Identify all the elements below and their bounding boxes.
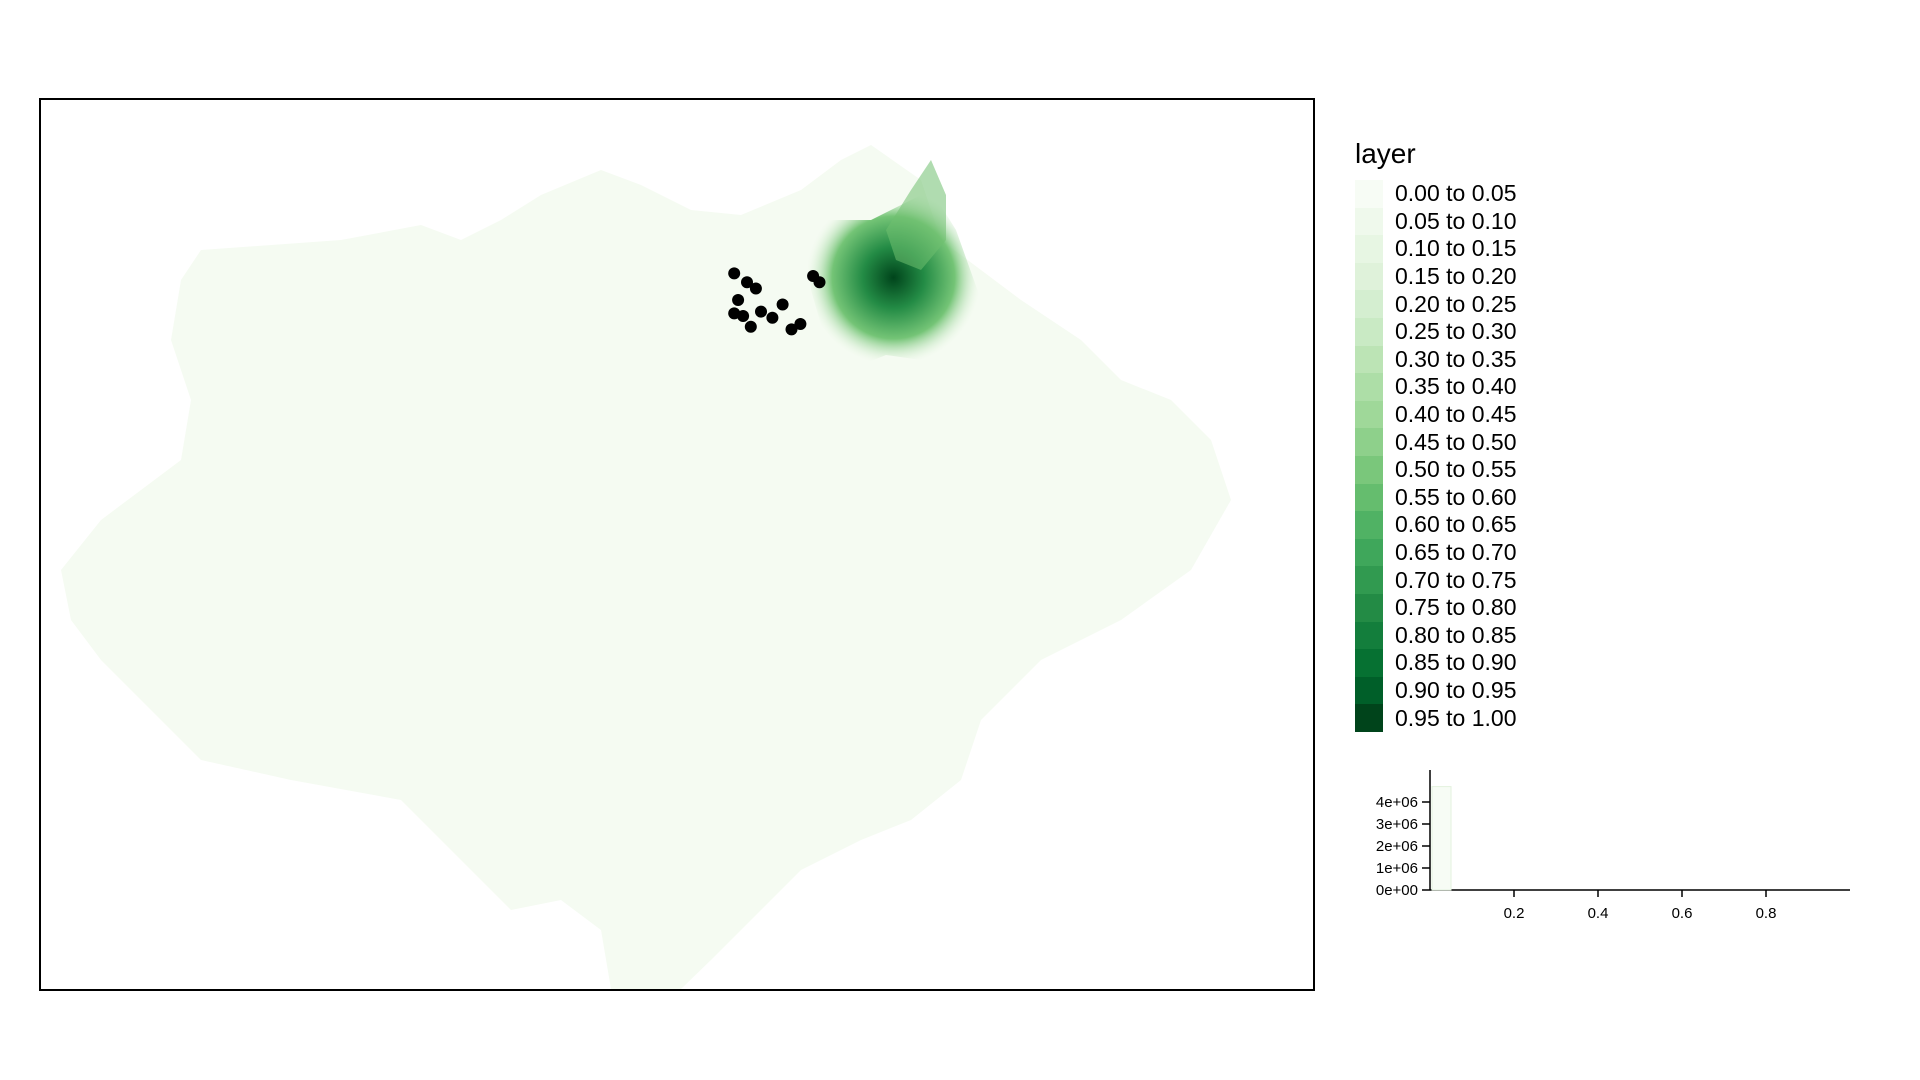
- legend-label: 0.00 to 0.05: [1395, 180, 1517, 207]
- legend-label: 0.50 to 0.55: [1395, 456, 1517, 483]
- hist-y-tick-label: 3e+06: [1376, 816, 1418, 833]
- legend: layer 0.00 to 0.05 0.05 to 0.10 0.10 to 0.…: [1355, 138, 1517, 732]
- legend-swatch: [1355, 483, 1383, 512]
- legend-swatch: [1355, 455, 1383, 484]
- hist-y-tick-label: 1e+06: [1376, 860, 1418, 877]
- legend-title: layer: [1355, 138, 1416, 169]
- legend-item: 0.15 to 0.20: [1355, 262, 1517, 291]
- legend-swatch: [1355, 511, 1383, 539]
- hist-y-tick-label: 2e+06: [1376, 838, 1418, 855]
- legend-item: 0.70 to 0.75: [1355, 566, 1517, 594]
- occurrence-point: [737, 310, 750, 322]
- legend-label: 0.65 to 0.70: [1395, 539, 1517, 566]
- legend-items: 0.00 to 0.05 0.05 to 0.10 0.10 to 0.15 0.15…: [1355, 180, 1517, 732]
- legend-item: 0.05 to 0.10: [1355, 207, 1517, 236]
- occurrence-point: [785, 323, 798, 336]
- legend-label: 0.30 to 0.35: [1395, 345, 1517, 372]
- hist-y-tick-label: 4e+06: [1376, 794, 1418, 811]
- occurrence-point: [749, 282, 762, 295]
- legend-label: 0.90 to 0.95: [1395, 676, 1517, 703]
- legend-swatch: [1355, 538, 1383, 567]
- legend-label: 0.05 to 0.10: [1395, 207, 1517, 234]
- legend-item: 0.35 to 0.40: [1355, 373, 1517, 401]
- legend-item: 0.25 to 0.30: [1355, 317, 1517, 346]
- legend-item: 0.55 to 0.60: [1355, 483, 1517, 512]
- legend-swatch: [1355, 262, 1383, 291]
- occurrence-point: [794, 318, 807, 330]
- legend-item: 0.90 to 0.95: [1355, 676, 1517, 705]
- hist-y-ticks: 4e+06 3e+06 2e+06 1e+06 0e+00: [1376, 794, 1430, 899]
- legend-swatch: [1355, 180, 1383, 208]
- legend-item: 0.75 to 0.80: [1355, 593, 1517, 622]
- legend-label: 0.45 to 0.50: [1395, 428, 1517, 455]
- legend-swatch: [1355, 235, 1383, 263]
- occurrence-point: [741, 276, 753, 289]
- legend-item: 0.50 to 0.55: [1355, 455, 1517, 484]
- hist-y-tick-label: 0e+00: [1376, 882, 1418, 899]
- legend-item: 0.85 to 0.90: [1355, 649, 1517, 677]
- legend-item: 0.95 to 1.00: [1355, 704, 1517, 732]
- hist-x-tick-label: 0.2: [1504, 905, 1525, 922]
- legend-swatch: [1355, 593, 1383, 622]
- legend-label: 0.35 to 0.40: [1395, 373, 1517, 400]
- legend-swatch: [1355, 566, 1383, 594]
- legend-item: 0.30 to 0.35: [1355, 345, 1517, 374]
- legend-label: 0.70 to 0.75: [1395, 566, 1517, 593]
- legend-label: 0.60 to 0.65: [1395, 511, 1517, 538]
- legend-swatch: [1355, 704, 1383, 732]
- legend-swatch: [1355, 207, 1383, 236]
- occurrence-point: [732, 294, 745, 306]
- map-canvas: [61, 145, 1231, 989]
- legend-swatch: [1355, 373, 1383, 401]
- legend-swatch: [1355, 621, 1383, 650]
- legend-item: 0.40 to 0.45: [1355, 400, 1517, 429]
- legend-label: 0.10 to 0.15: [1395, 235, 1517, 262]
- occurrence-point: [744, 320, 757, 333]
- legend-label: 0.20 to 0.25: [1395, 290, 1517, 317]
- hist-x-ticks: 0.2 0.4 0.6 0.8: [1504, 890, 1777, 922]
- hist-x-tick-label: 0.4: [1588, 905, 1609, 922]
- occurrence-point: [776, 298, 789, 311]
- hist-x-tick-label: 0.6: [1672, 905, 1693, 922]
- legend-label: 0.55 to 0.60: [1395, 483, 1517, 510]
- legend-item: 0.80 to 0.85: [1355, 621, 1517, 650]
- legend-swatch: [1355, 428, 1383, 456]
- legend-item: 0.45 to 0.50: [1355, 428, 1517, 456]
- map-panel: [39, 98, 1315, 991]
- legend-label: 0.15 to 0.20: [1395, 263, 1517, 290]
- hist-x-tick-label: 0.8: [1756, 905, 1777, 922]
- hist-bars: [1431, 786, 1452, 891]
- legend-item: 0.10 to 0.15: [1355, 235, 1517, 263]
- hist-bar: [1431, 786, 1452, 891]
- legend-label: 0.25 to 0.30: [1395, 318, 1517, 345]
- legend-item: 0.20 to 0.25: [1355, 290, 1517, 318]
- legend-item: 0.00 to 0.05: [1355, 180, 1517, 208]
- legend-label: 0.85 to 0.90: [1395, 649, 1517, 676]
- legend-swatch: [1355, 400, 1383, 429]
- legend-swatch: [1355, 676, 1383, 705]
- occurrence-point: [755, 305, 767, 318]
- legend-item: 0.65 to 0.70: [1355, 538, 1517, 567]
- occurrence-point: [728, 267, 741, 280]
- legend-swatch: [1355, 290, 1383, 318]
- legend-label: 0.80 to 0.85: [1395, 621, 1517, 648]
- hotspot-north-lobe: [886, 160, 946, 270]
- legend-label: 0.40 to 0.45: [1395, 401, 1517, 428]
- legend-label: 0.95 to 1.00: [1395, 704, 1517, 731]
- study-region: [61, 145, 1231, 989]
- legend-item: 0.60 to 0.65: [1355, 511, 1517, 539]
- occurrence-points: [728, 267, 826, 336]
- legend-label: 0.75 to 0.80: [1395, 594, 1517, 621]
- legend-swatch: [1355, 345, 1383, 374]
- legend-swatch: [1355, 317, 1383, 346]
- legend-swatch: [1355, 649, 1383, 677]
- occurrence-point: [766, 311, 779, 324]
- occurrence-point: [813, 276, 826, 289]
- value-histogram: 4e+06 3e+06 2e+06 1e+06 0e+00 0.2 0.4 0.6 0.8: [1376, 770, 1850, 922]
